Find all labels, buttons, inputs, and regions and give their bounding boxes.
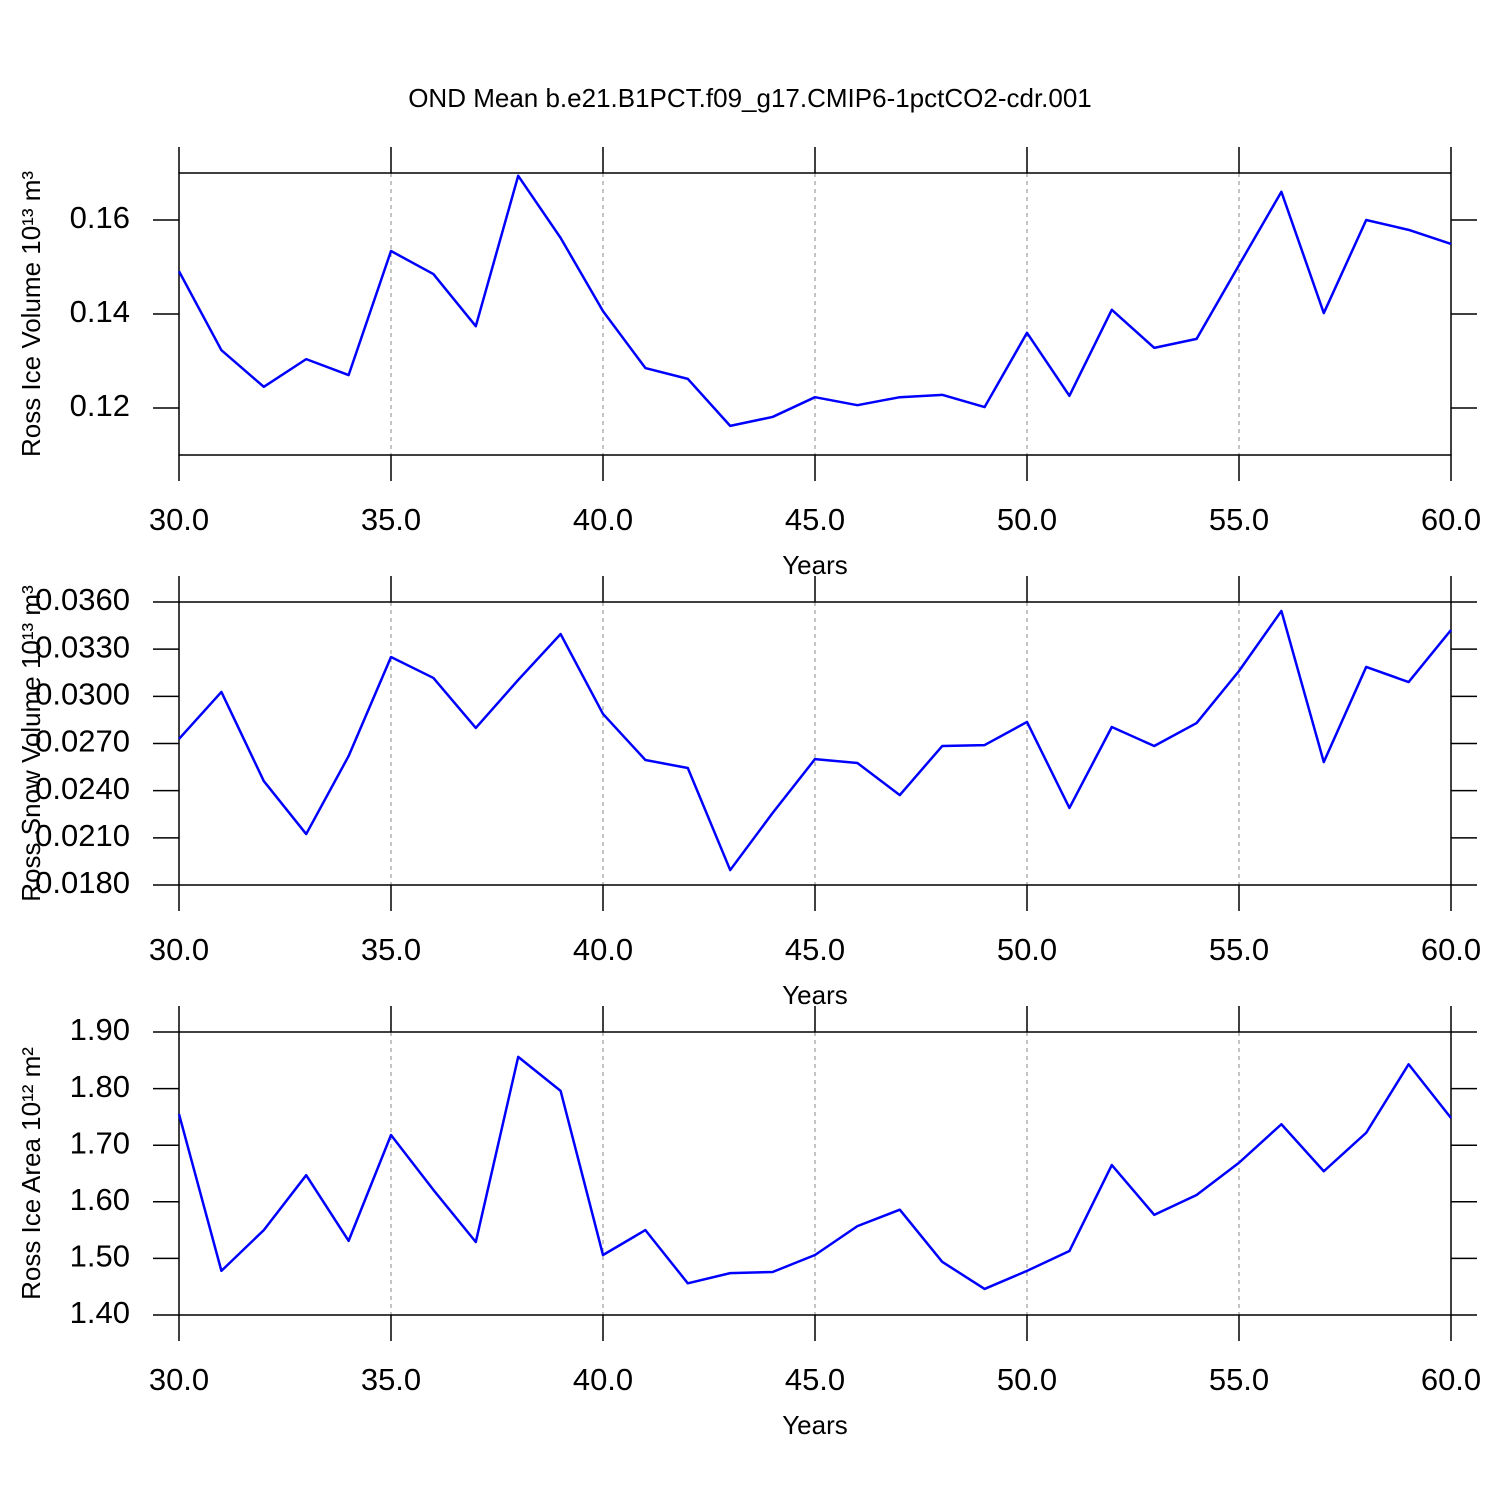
x-tick-label: 50.0 [997, 1362, 1057, 1397]
y-tick-label: 0.0330 [35, 629, 130, 664]
x-tick-label: 35.0 [361, 502, 421, 537]
x-tick-label: 55.0 [1209, 502, 1269, 537]
x-tick-label: 45.0 [785, 932, 845, 967]
y-axis-label: Ross Snow Volume 10¹³ m³ [16, 585, 46, 902]
plot-frame [178, 1031, 1452, 1316]
x-tick-label: 45.0 [785, 502, 845, 537]
y-tick-label: 0.0210 [35, 818, 130, 853]
y-tick-label: 0.0180 [35, 865, 130, 900]
x-axis-label: Years [782, 980, 848, 1010]
y-tick-label: 0.0300 [35, 677, 130, 712]
y-tick-label: 1.70 [70, 1125, 130, 1160]
data-line [178, 609, 1452, 872]
x-tick-label: 40.0 [573, 502, 633, 537]
plot-frame [178, 601, 1452, 886]
x-tick-label: 30.0 [149, 502, 209, 537]
x-axis-label: Years [782, 550, 848, 580]
y-tick-label: 1.50 [70, 1239, 130, 1274]
x-tick-label: 40.0 [573, 1362, 633, 1397]
y-tick-label: 0.0360 [35, 582, 130, 617]
y-tick-label: 0.12 [70, 388, 130, 423]
y-tick-label: 0.0240 [35, 771, 130, 806]
x-tick-label: 40.0 [573, 932, 633, 967]
y-axis-label: Ross Ice Area 10¹² m² [16, 1047, 46, 1300]
y-tick-label: 0.16 [70, 200, 130, 235]
data-line [177, 174, 1452, 428]
x-tick-label: 35.0 [361, 1362, 421, 1397]
y-tick-label: 1.80 [70, 1069, 130, 1104]
x-tick-label: 50.0 [997, 932, 1057, 967]
y-tick-label: 1.90 [70, 1012, 130, 1047]
x-tick-label: 30.0 [149, 1362, 209, 1397]
data-line [177, 1055, 1452, 1291]
x-tick-label: 55.0 [1209, 932, 1269, 967]
y-tick-label: 1.40 [70, 1295, 130, 1330]
x-tick-label: 55.0 [1209, 1362, 1269, 1397]
x-tick-label: 60.0 [1421, 932, 1481, 967]
figure-title: OND Mean b.e21.B1PCT.f09_g17.CMIP6-1pctC… [408, 83, 1092, 113]
x-tick-label: 30.0 [149, 932, 209, 967]
y-tick-label: 1.60 [70, 1182, 130, 1217]
x-tick-label: 60.0 [1421, 502, 1481, 537]
x-axis-label: Years [782, 1410, 848, 1440]
y-tick-label: 0.14 [70, 294, 130, 329]
x-tick-label: 45.0 [785, 1362, 845, 1397]
x-tick-label: 50.0 [997, 502, 1057, 537]
plot-frame [178, 172, 1452, 456]
x-tick-label: 60.0 [1421, 1362, 1481, 1397]
y-tick-label: 0.0270 [35, 724, 130, 759]
x-tick-label: 35.0 [361, 932, 421, 967]
y-axis-label: Ross Ice Volume 10¹³ m³ [16, 171, 46, 457]
